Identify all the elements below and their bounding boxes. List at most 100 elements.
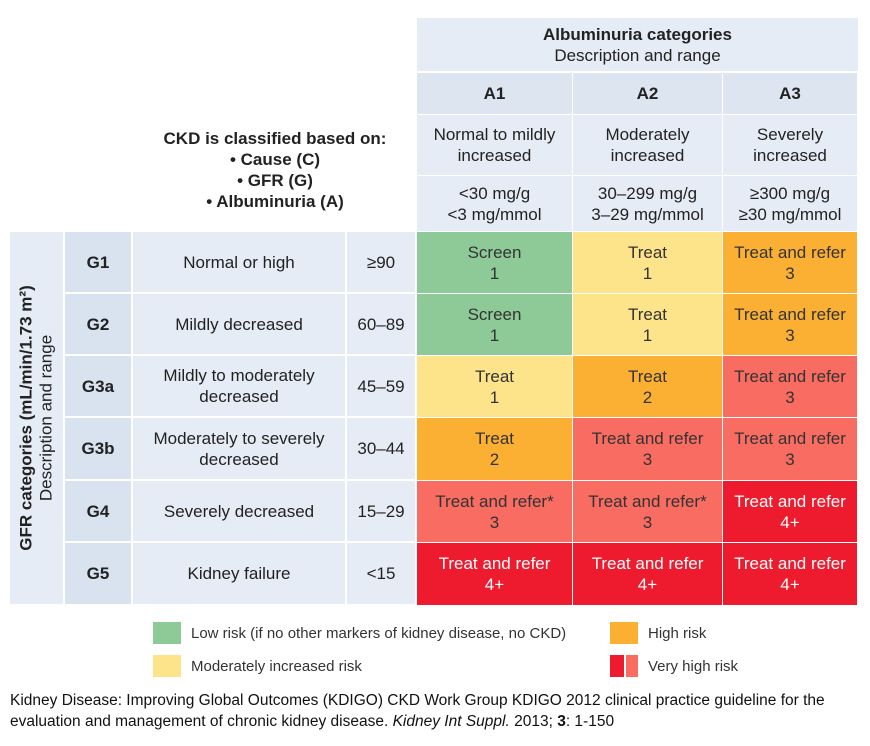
range-mg-mmol: <3 mg/mmol (447, 204, 542, 224)
gfr-description: Mildly to moderately decreased (133, 356, 347, 418)
risk-cell-yellow: Treat 1 (417, 356, 573, 418)
citation: Kidney Disease: Improving Global Outcome… (10, 690, 870, 732)
cell-visits: 2 (642, 387, 653, 407)
classification-item: • Cause (C) (229, 150, 321, 169)
cell-action: Treat and refer (734, 304, 846, 324)
cell-visits: 4+ (637, 575, 658, 594)
gfr-code: G4 (65, 481, 133, 543)
cell-visits: 3 (489, 512, 500, 532)
gfr-range: 45–59 (347, 356, 417, 418)
albuminuria-title: Albuminuria categories (543, 24, 732, 44)
risk-cell-orange: Treat 2 (417, 418, 573, 481)
row-range: 30–44 (357, 439, 405, 458)
gfr-title: GFR categories (mL/min/1.73 m²) (16, 285, 36, 551)
albuminuria-code: A2 (573, 73, 723, 115)
risk-cell-orange: Treat 2 (573, 356, 723, 418)
risk-cell-orange: Treat and refer 3 (723, 232, 858, 294)
classification-item: • GFR (G) (237, 171, 313, 190)
albuminuria-code: A1 (417, 73, 573, 115)
albuminuria-range: 30–299 mg/g 3–29 mg/mmol (573, 176, 723, 232)
classification-item: • Albuminuria (A) (206, 192, 344, 211)
legend-high: High risk (610, 622, 706, 644)
gfr-description: Mildly decreased (133, 294, 347, 356)
row-range: ≥90 (366, 252, 396, 272)
swatch-orange (610, 622, 638, 644)
column-description: Severely increased (753, 125, 827, 165)
swatch-green (153, 622, 181, 644)
citation-volume: 3 (557, 713, 566, 730)
cell-visits: 1 (642, 263, 653, 283)
range-mg-mmol: ≥30 mg/mmol (738, 204, 842, 224)
row-code: G4 (86, 501, 110, 521)
row-description: Moderately to severely decreased (153, 428, 325, 469)
cell-action: Treat and refer (734, 366, 846, 386)
albuminuria-code: A3 (723, 73, 858, 115)
gfr-range: <15 (347, 543, 417, 606)
range-mg-g: 30–299 mg/g (597, 183, 698, 203)
cell-action: Treat (474, 429, 515, 448)
cell-action: Treat (627, 304, 668, 324)
row-code: G2 (86, 314, 110, 334)
column-code: A1 (483, 84, 506, 103)
cell-visits: 1 (489, 263, 500, 283)
albuminuria-description: Severely increased (723, 115, 858, 176)
cell-visits: 3 (642, 512, 653, 532)
gfr-subtitle: Description and range (36, 334, 56, 502)
column-code: A3 (779, 84, 801, 103)
swatch-red (610, 655, 624, 677)
risk-cell-orange: Treat and refer 3 (723, 294, 858, 356)
cell-visits: 1 (489, 387, 500, 407)
cell-visits: 3 (642, 450, 653, 469)
row-code: G1 (86, 252, 110, 272)
row-code: G3b (81, 439, 115, 458)
cell-visits: 1 (642, 325, 653, 345)
row-description: Kidney failure (187, 564, 291, 583)
range-mg-g: ≥300 mg/g (749, 183, 831, 203)
gfr-code: G3b (65, 418, 133, 481)
cell-visits: 3 (785, 450, 795, 469)
legend-label: Low risk (if no other markers of kidney … (191, 624, 567, 642)
legend-very-high: Very high risk (610, 655, 738, 677)
albuminuria-range: ≥300 mg/g ≥30 mg/mmol (723, 176, 858, 232)
legend-label: Moderately increased risk (191, 657, 362, 675)
citation-journal: Kidney Int Suppl. (392, 713, 510, 730)
gfr-range: ≥90 (347, 232, 417, 294)
citation-year: 2013; (509, 713, 558, 730)
column-description: Normal to mildly increased (433, 125, 556, 165)
risk-cell-red: Treat and refer 4+ (573, 543, 723, 606)
cell-action: Treat and refer (734, 429, 846, 448)
cell-visits: 2 (489, 450, 500, 469)
cell-action: Treat and refer (734, 242, 846, 262)
legend-label: Very high risk (648, 657, 739, 675)
gfr-code: G3a (65, 356, 133, 418)
legend-moderate: Moderately increased risk (153, 655, 362, 677)
row-description: Mildly to moderately decreased (163, 366, 315, 406)
gfr-description: Moderately to severely decreased (133, 418, 347, 481)
cell-visits: 4+ (484, 575, 505, 594)
gfr-code: G5 (65, 543, 133, 606)
cell-action: Treat (474, 366, 515, 386)
cell-action: Treat and refer* (588, 491, 707, 511)
row-code: G3a (81, 376, 115, 396)
cell-action: Treat and refer (438, 554, 551, 573)
row-range: <15 (366, 564, 396, 583)
risk-cell-yellow: Treat 1 (573, 232, 723, 294)
risk-cell-lred: Treat and refer* 3 (573, 481, 723, 543)
risk-cell-lred: Treat and refer* 3 (417, 481, 573, 543)
gfr-description: Normal or high (133, 232, 347, 294)
cell-visits: 3 (785, 387, 795, 407)
column-code: A2 (636, 84, 659, 103)
cell-visits: 4+ (780, 575, 800, 594)
citation-pages: : 1-150 (565, 713, 615, 730)
row-range: 45–59 (357, 376, 405, 396)
gfr-code: G2 (65, 294, 133, 356)
albuminuria-subtitle: Description and range (554, 45, 721, 65)
gfr-description: Kidney failure (133, 543, 347, 606)
cell-visits: 3 (785, 325, 795, 345)
cell-action: Screen (467, 304, 522, 324)
cell-action: Treat and refer (591, 554, 704, 573)
gfr-description: Severely decreased (133, 481, 347, 543)
row-description: Normal or high (183, 252, 295, 272)
cell-visits: 4+ (780, 512, 800, 532)
gfr-axis-label: GFR categories (mL/min/1.73 m²) Descript… (10, 232, 65, 606)
